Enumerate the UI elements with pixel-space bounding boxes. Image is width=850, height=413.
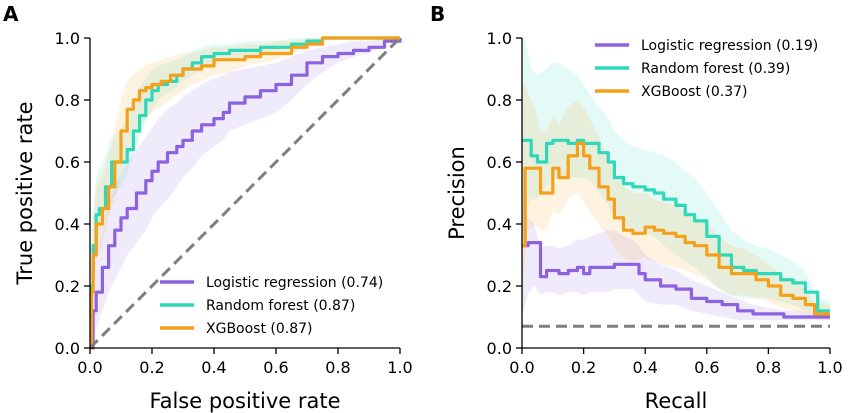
roc-x-tick-label: 1.0 [387, 358, 412, 377]
panel-letter-a: A [3, 2, 19, 26]
pr-y-tick-label: 0.0 [487, 339, 512, 358]
roc-y-tick-label: 1.0 [55, 29, 80, 48]
roc-baseline [88, 36, 402, 350]
pr-y-tick-label: 0.6 [487, 153, 512, 172]
pr-line-logistic [522, 241, 830, 319]
pr-ticks: 0.0 0.2 0.4 0.6 0.8 1.0 0.0 0.2 0.4 0.6 0.8 1.0 [487, 29, 843, 377]
roc-panel: A 0.0 0.2 0.4 0.6 0.8 1.0 0.0 0.2 0.4 0.6 0.8 1.0 F… [3, 2, 413, 413]
pr-x-tick-label: 0.0 [509, 358, 534, 377]
roc-y-tick-label: 0.0 [55, 339, 80, 358]
roc-line-xgboost [89, 36, 400, 350]
roc-x-axis-label: False positive rate [149, 389, 340, 413]
pr-line-random-forest [522, 138, 830, 313]
pr-y-tick-label: 0.4 [487, 215, 512, 234]
pr-line-xgboost [522, 141, 830, 316]
roc-y-axis-label: True positive rate [13, 102, 37, 286]
pr-x-tick-label: 0.8 [756, 358, 781, 377]
roc-ticks: 0.0 0.2 0.4 0.6 0.8 1.0 0.0 0.2 0.4 0.6 0.8 1.0 [55, 29, 413, 377]
pr-x-axis-label: Recall [645, 389, 708, 413]
roc-legend: Logistic regression (0.74) Random forest … [160, 275, 383, 337]
pr-legend-label-xgboost: XGBoost (0.37) [641, 84, 748, 100]
roc-y-tick-label: 0.4 [55, 215, 80, 234]
roc-x-tick-label: 0.0 [77, 358, 102, 377]
roc-baseline-line [88, 36, 402, 350]
pr-curves [522, 138, 830, 319]
pr-y-axis-label: Precision [445, 146, 469, 240]
pr-band-random-forest [522, 38, 830, 317]
roc-axes [89, 38, 400, 349]
roc-confidence-bands [90, 38, 400, 348]
pr-x-tick-label: 0.4 [632, 358, 657, 377]
pr-y-tick-label: 0.2 [487, 277, 512, 296]
roc-legend-label-xgboost: XGBoost (0.87) [206, 321, 313, 337]
pr-axes [521, 38, 830, 349]
roc-y-tick-label: 0.8 [55, 91, 80, 110]
pr-x-tick-label: 0.6 [694, 358, 719, 377]
roc-band-logistic [90, 38, 400, 348]
pr-x-tick-label: 0.2 [571, 358, 596, 377]
pr-y-tick-label: 0.8 [487, 91, 512, 110]
pr-band-xgboost [522, 84, 830, 348]
roc-x-tick-label: 0.6 [263, 358, 288, 377]
roc-x-tick-label: 0.2 [139, 358, 164, 377]
pr-y-tick-label: 1.0 [487, 29, 512, 48]
roc-y-tick-label: 0.2 [55, 277, 80, 296]
roc-line-logistic [90, 38, 402, 350]
roc-x-tick-label: 0.8 [325, 358, 350, 377]
pr-x-tick-label: 1.0 [817, 358, 842, 377]
pr-legend-label-random-forest: Random forest (0.39) [641, 61, 790, 77]
roc-curves [89, 36, 402, 350]
pr-legend-label-logistic: Logistic regression (0.19) [641, 38, 818, 54]
roc-x-tick-label: 0.4 [201, 358, 226, 377]
roc-legend-label-logistic: Logistic regression (0.74) [206, 275, 383, 291]
pr-band-logistic [522, 193, 830, 321]
roc-y-tick-label: 0.6 [55, 153, 80, 172]
pr-legend: Logistic regression (0.19) Random forest … [595, 38, 818, 100]
pr-panel: B 0.0 0.2 0.4 0.6 0.8 1.0 0.0 0.2 0.4 0.6 0.8 1.0 R… [430, 2, 843, 413]
panel-letter-b: B [430, 2, 445, 26]
roc-legend-label-random-forest: Random forest (0.87) [206, 298, 355, 314]
